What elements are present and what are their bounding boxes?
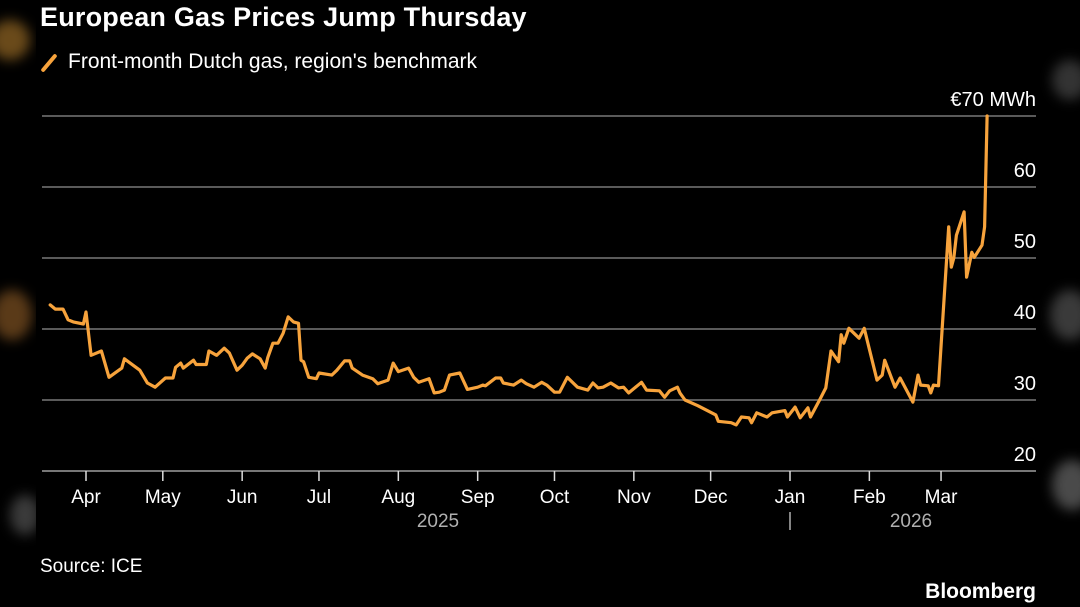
gridlines bbox=[42, 115, 1036, 472]
x-tick-label: Aug bbox=[381, 487, 415, 508]
blur-decoration bbox=[1052, 460, 1080, 510]
y-axis: 20 30 40 50 60 €70 MWh bbox=[950, 89, 1036, 466]
year-label: 2026 bbox=[890, 511, 932, 532]
y-tick-label: 60 bbox=[1014, 160, 1036, 182]
y-tick-label: 40 bbox=[1014, 302, 1036, 324]
x-tick-label: Mar bbox=[925, 487, 958, 508]
x-tick-label: Sep bbox=[461, 487, 495, 508]
y-tick-label: 20 bbox=[1014, 444, 1036, 466]
x-tick-label: Jul bbox=[307, 487, 331, 508]
year-label: 2025 bbox=[417, 511, 459, 532]
blur-decoration bbox=[1050, 290, 1080, 340]
y-tick-label: €70 MWh bbox=[950, 89, 1036, 111]
x-tick-label: Jan bbox=[775, 487, 806, 508]
x-axis: Apr May Jun Jul Aug Sep Oct Nov Dec Jan Feb Mar 2025… bbox=[71, 471, 958, 532]
left-video-edge bbox=[0, 0, 36, 607]
x-tick-label: Apr bbox=[71, 487, 101, 508]
legend: Front-month Dutch gas, region's benchmar… bbox=[40, 50, 477, 74]
blur-decoration bbox=[10, 495, 36, 535]
series-line bbox=[48, 114, 989, 427]
chart-title: European Gas Prices Jump Thursday bbox=[40, 2, 527, 32]
series bbox=[48, 114, 989, 427]
blur-decoration bbox=[0, 290, 32, 340]
x-tick-label: Jun bbox=[227, 487, 258, 508]
y-tick-label: 30 bbox=[1014, 373, 1036, 395]
x-tick-label: Dec bbox=[694, 487, 728, 508]
source-note: Source: ICE bbox=[40, 556, 143, 577]
legend-label: Front-month Dutch gas, region's benchmar… bbox=[68, 50, 478, 73]
y-tick-label: 50 bbox=[1014, 231, 1036, 253]
bloomberg-logo: Bloomberg bbox=[925, 580, 1036, 603]
x-tick-label: Nov bbox=[617, 487, 651, 508]
x-tick-label: Oct bbox=[540, 487, 570, 508]
x-tick-label: Feb bbox=[853, 487, 886, 508]
right-video-edge bbox=[1040, 0, 1080, 607]
x-tick-label: May bbox=[145, 487, 181, 508]
blur-decoration bbox=[1052, 60, 1080, 100]
